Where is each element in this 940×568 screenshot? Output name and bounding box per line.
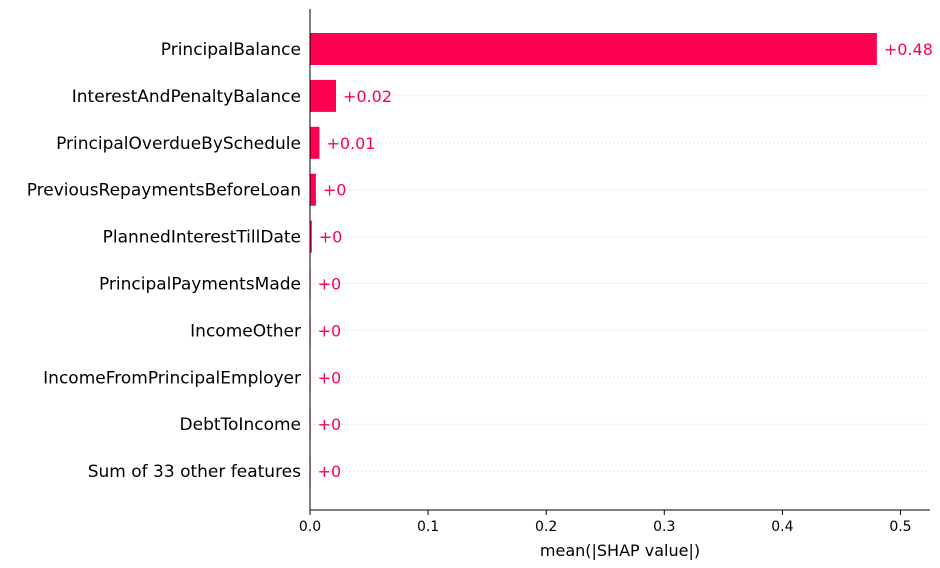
feature-label: DebtToIncome: [180, 415, 301, 435]
feature-label: IncomeOther: [190, 321, 301, 341]
feature-label: PrincipalOverdueBySchedule: [56, 134, 301, 154]
gridlines: [310, 48, 930, 472]
x-axis-ticks: 0.0 0.1 0.2 0.3 0.4 0.5: [299, 510, 912, 535]
value-label: +0: [318, 321, 342, 340]
value-label: +0.01: [326, 134, 375, 153]
x-tick-label: 0.1: [417, 519, 439, 535]
feature-label: IncomeFromPrincipalEmployer: [43, 368, 301, 388]
bar: [310, 79, 336, 112]
x-tick-label: 0.3: [653, 519, 675, 535]
x-tick-label: 0.2: [535, 519, 557, 535]
x-tick-label: 0.5: [889, 519, 911, 535]
bar: [310, 33, 877, 65]
value-label: +0: [318, 275, 342, 294]
feature-label: Sum of 33 other features: [88, 462, 301, 482]
value-label: +0: [318, 462, 342, 481]
value-label: +0: [318, 368, 342, 387]
value-label: +0.48: [884, 40, 933, 59]
bar: [310, 126, 320, 159]
value-label: +0.02: [343, 87, 392, 106]
value-label: +0: [318, 415, 342, 434]
bar: [310, 220, 312, 253]
feature-label: PrincipalPaymentsMade: [99, 275, 301, 295]
feature-label: PreviousRepaymentsBeforeLoan: [27, 181, 301, 201]
x-tick-label: 0.0: [299, 519, 321, 535]
feature-label: PlannedInterestTillDate: [103, 228, 301, 248]
feature-label: InterestAndPenaltyBalance: [72, 87, 301, 107]
feature-label: PrincipalBalance: [161, 40, 301, 60]
value-labels: +0.48 +0.02 +0.01 +0 +0 +0 +0 +0 +0 +0: [318, 40, 933, 481]
feature-labels: PrincipalBalance InterestAndPenaltyBalanc…: [27, 40, 301, 482]
x-tick-label: 0.4: [771, 519, 793, 535]
value-label: +0: [323, 181, 347, 200]
bars: [310, 33, 877, 488]
x-axis-title: mean(|SHAP value|): [540, 541, 700, 560]
value-label: +0: [319, 228, 343, 247]
bar: [310, 173, 316, 206]
